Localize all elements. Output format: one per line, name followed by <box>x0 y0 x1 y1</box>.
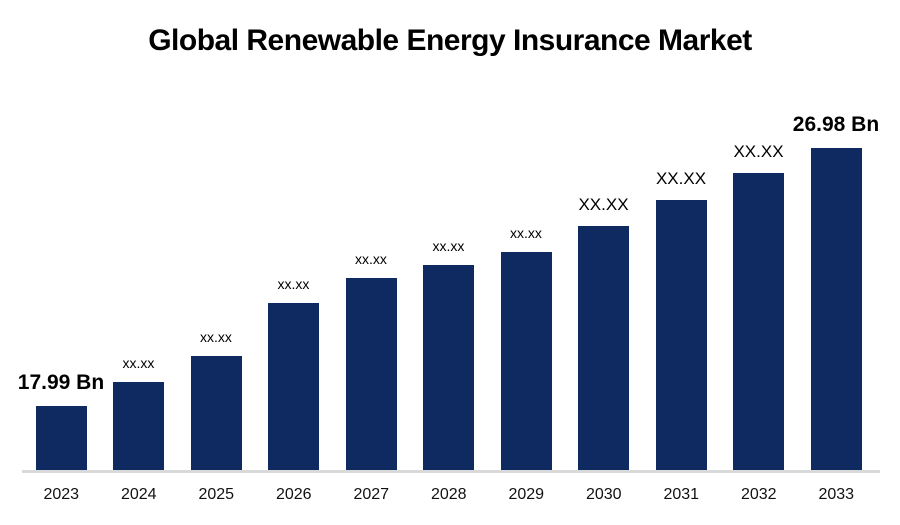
bar <box>268 303 320 470</box>
bar-group-2024: xx.xx 2024 <box>100 0 178 525</box>
bar-value-label: XX.XX <box>655 169 707 189</box>
bar <box>578 226 630 470</box>
bar-group-2031: XX.XX 2031 <box>643 0 721 525</box>
bar <box>345 278 397 470</box>
bar <box>423 265 475 470</box>
bar-group-2025: xx.xx 2025 <box>178 0 256 525</box>
x-axis-tick-label: 2032 <box>740 486 777 503</box>
bar <box>655 200 707 470</box>
bar <box>810 148 862 470</box>
bar-group-2027: xx.xx 2027 <box>333 0 411 525</box>
x-axis-tick-label: 2031 <box>663 486 700 503</box>
bar <box>733 173 785 470</box>
bar-group-2026: xx.xx 2026 <box>255 0 333 525</box>
x-axis-line <box>22 470 880 473</box>
bar <box>500 252 552 470</box>
bar-value-label: xx.xx <box>432 237 465 254</box>
bar-value-label: XX.XX <box>578 195 629 215</box>
bar-value-label: 26.98 Bn <box>792 112 880 136</box>
x-axis-tick-label: 2028 <box>430 486 467 503</box>
bar-value-label: XX.XX <box>733 142 784 162</box>
bar-value-label: xx.xx <box>200 328 232 345</box>
bar-group-2028: xx.xx 2028 <box>410 0 488 525</box>
x-axis-tick-label: 2029 <box>508 486 545 503</box>
x-axis-tick-label: 2026 <box>275 486 312 503</box>
chart-title: Global Renewable Energy Insurance Market <box>148 24 752 57</box>
bar <box>190 356 242 470</box>
x-axis-tick-label: 2025 <box>198 486 235 503</box>
bar-group-2032: XX.XX 2032 <box>720 0 798 525</box>
x-axis-tick-label: 2023 <box>43 486 80 503</box>
bar-group-2033: 26.98 Bn 2033 <box>793 0 879 525</box>
bar-value-label: xx.xx <box>277 275 310 292</box>
bar <box>35 406 87 470</box>
x-axis-tick-label: 2033 <box>818 486 855 503</box>
x-axis-tick-label: 2027 <box>353 486 390 503</box>
bar-group-2030: XX.XX 2030 <box>565 0 643 525</box>
bar-value-label: xx.xx <box>122 354 155 371</box>
bar-value-label: xx.xx <box>510 224 542 241</box>
x-axis-tick-label: 2024 <box>120 486 157 503</box>
bar-group-2029: xx.xx 2029 <box>488 0 566 525</box>
x-axis-tick-label: 2030 <box>585 486 622 503</box>
bar <box>113 382 165 470</box>
bar-group-2023: 17.99 Bn 2023 <box>18 0 104 525</box>
bar-value-label: xx.xx <box>355 250 387 267</box>
bar-value-label: 17.99 Bn <box>17 370 105 394</box>
